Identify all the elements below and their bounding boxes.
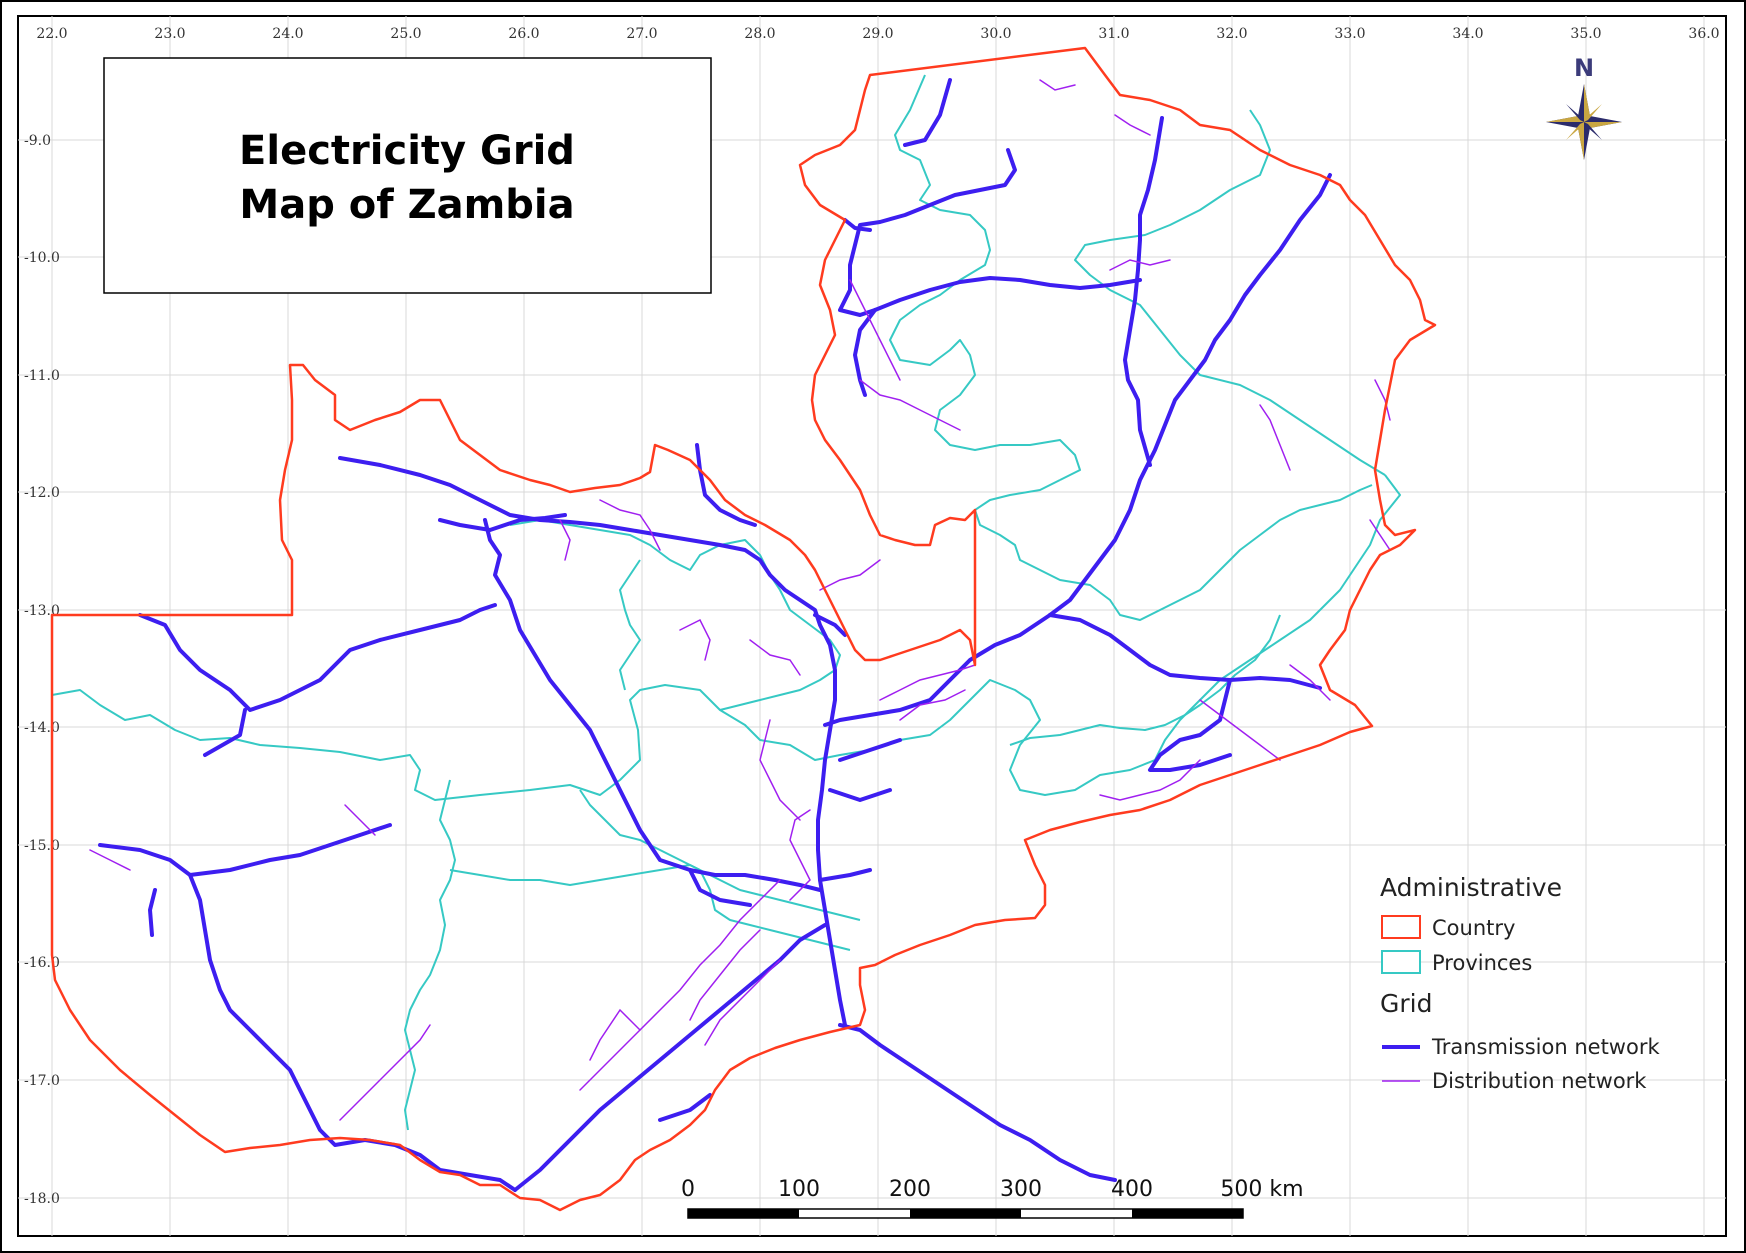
lon-tick: 25.0 xyxy=(390,26,421,42)
legend-provinces-swatch xyxy=(1381,950,1421,974)
legend-country-swatch xyxy=(1381,915,1421,939)
distribution-network xyxy=(89,79,1391,1121)
lon-tick: 23.0 xyxy=(154,26,185,42)
legend-distribution-label: Distribution network xyxy=(1432,1069,1647,1093)
lon-tick: 32.0 xyxy=(1216,26,1247,42)
scale-label: 0 xyxy=(681,1177,695,1202)
lat-tick: -13.0 xyxy=(24,603,60,619)
lon-tick: 30.0 xyxy=(980,26,1011,42)
legend-transmission-label: Transmission network xyxy=(1431,1035,1660,1059)
lat-tick: -14.0 xyxy=(24,720,60,736)
scale-label: 100 xyxy=(778,1177,820,1202)
scale-bar-segment xyxy=(910,1209,1021,1218)
transmission-network xyxy=(98,78,1332,1192)
lat-tick: -12.0 xyxy=(24,485,60,501)
map-title-line2: Map of Zambia xyxy=(239,182,574,228)
latitude-tick-labels: -9.0 -10.0 -11.0 -12.0 -13.0 -14.0 -15.0… xyxy=(24,133,60,1207)
lat-tick: -16.0 xyxy=(24,955,60,971)
lon-tick: 36.0 xyxy=(1688,26,1719,42)
lon-tick: 27.0 xyxy=(626,26,657,42)
north-label: N xyxy=(1574,54,1594,82)
title-box-frame xyxy=(103,57,712,294)
scale-bar: 0 100 200 300 400 500 km xyxy=(681,1177,1304,1219)
lat-tick: -11.0 xyxy=(24,368,60,384)
province-boundaries xyxy=(51,74,1401,1131)
scale-label: 400 xyxy=(1111,1177,1153,1202)
legend-country-label: Country xyxy=(1432,916,1515,940)
longitude-tick-labels: 22.0 23.0 24.0 25.0 26.0 27.0 28.0 29.0 … xyxy=(36,26,1719,42)
lon-tick: 31.0 xyxy=(1098,26,1129,42)
lon-tick: 26.0 xyxy=(508,26,539,42)
lon-tick: 24.0 xyxy=(272,26,303,42)
lat-tick: -10.0 xyxy=(24,250,60,266)
legend: Administrative Country Provinces Grid Tr… xyxy=(1380,873,1660,1093)
legend-administrative-heading: Administrative xyxy=(1380,873,1562,902)
scale-bar-segment xyxy=(688,1209,799,1218)
lon-tick: 34.0 xyxy=(1452,26,1483,42)
lat-tick: -15.0 xyxy=(24,838,60,854)
lon-tick: 33.0 xyxy=(1334,26,1365,42)
lon-tick: 29.0 xyxy=(862,26,893,42)
lon-tick: 28.0 xyxy=(744,26,775,42)
lat-tick: -17.0 xyxy=(24,1073,60,1089)
lat-tick: -9.0 xyxy=(24,133,51,149)
legend-provinces-label: Provinces xyxy=(1432,951,1532,975)
lat-tick: -18.0 xyxy=(24,1191,60,1207)
lon-tick: 35.0 xyxy=(1570,26,1601,42)
scale-label: 500 km xyxy=(1220,1177,1303,1202)
lon-tick: 22.0 xyxy=(36,26,67,42)
scale-label: 300 xyxy=(1000,1177,1042,1202)
scale-bar-segment xyxy=(1132,1209,1243,1218)
title-box: Electricity Grid Map of Zambia xyxy=(103,57,712,294)
north-arrow: N xyxy=(1546,54,1622,160)
country-border xyxy=(50,46,1437,1212)
compass-rose-icon xyxy=(1546,84,1622,160)
map-title-line1: Electricity Grid xyxy=(239,128,575,174)
scale-label: 200 xyxy=(889,1177,931,1202)
legend-grid-heading: Grid xyxy=(1380,989,1432,1018)
